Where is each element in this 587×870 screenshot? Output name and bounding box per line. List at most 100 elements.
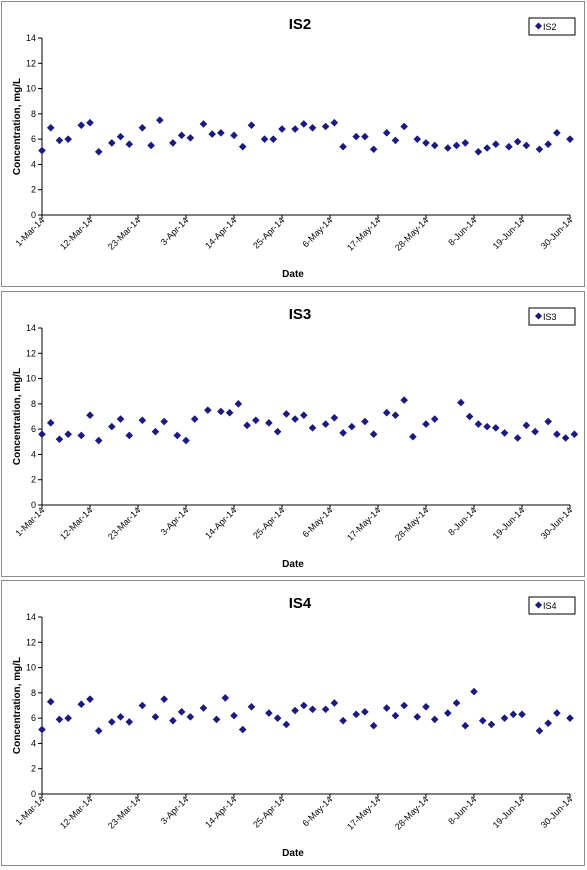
data-point	[156, 116, 164, 124]
data-point	[483, 144, 491, 152]
x-tick-label: 23-Mar-14	[106, 794, 142, 830]
data-point	[382, 129, 391, 137]
x-tick-label: 30-Jun-14	[539, 505, 575, 541]
y-axis-title: Concentration, mg/L	[12, 368, 23, 465]
x-tick-label: 28-May-14	[393, 505, 430, 542]
x-tick-label: 23-Mar-14	[106, 215, 142, 251]
data-point	[125, 718, 134, 726]
y-tick-label: 6	[31, 134, 36, 144]
data-point	[186, 713, 195, 721]
data-point	[444, 709, 452, 717]
data-point	[265, 709, 273, 717]
data-point	[86, 695, 94, 703]
x-tick-label: 19-Jun-14	[491, 794, 527, 830]
data-point	[553, 129, 561, 137]
data-point	[361, 417, 369, 426]
data-point	[282, 410, 291, 418]
x-tick-label: 17-May-14	[345, 505, 382, 542]
y-tick-label: 4	[31, 159, 36, 169]
data-point	[273, 714, 282, 722]
data-point	[430, 715, 439, 724]
data-point	[391, 411, 400, 420]
data-point	[308, 705, 317, 714]
data-point	[116, 415, 125, 423]
data-point	[330, 118, 339, 127]
y-tick-label: 2	[31, 475, 36, 485]
data-point	[382, 408, 391, 417]
data-point	[452, 141, 461, 150]
data-point	[64, 714, 72, 722]
data-point	[382, 704, 391, 712]
y-tick-label: 6	[31, 424, 36, 434]
chart-title: IS2	[289, 16, 312, 33]
x-tick-label: 8-Jun-14	[446, 505, 478, 537]
data-point	[77, 121, 86, 130]
data-point	[55, 136, 64, 145]
data-point	[46, 697, 55, 706]
y-axis-title: Concentration, mg/L	[12, 657, 23, 754]
data-point	[566, 135, 574, 143]
data-point	[234, 400, 243, 408]
data-point	[260, 135, 269, 143]
data-point	[570, 430, 579, 438]
legend-marker	[534, 601, 543, 609]
data-point	[505, 142, 513, 151]
data-point	[94, 147, 103, 156]
legend-box	[528, 596, 576, 615]
x-tick-label: 6-May-14	[300, 215, 334, 249]
chart-title: IS4	[289, 595, 312, 612]
chart-is4: IS4 IS4 0 2 4 6 8 10 12 14 1-Mar-14 12-Mar-14 23-Mar…	[12, 595, 576, 859]
data-point	[300, 701, 308, 710]
legend-marker	[534, 312, 543, 320]
x-tick-label: 14-Apr-14	[203, 505, 238, 540]
data-point	[204, 406, 212, 414]
data-point	[190, 415, 199, 423]
data-point	[182, 436, 190, 445]
data-point	[291, 706, 299, 715]
data-point	[169, 716, 177, 725]
x-tick-label: 12-Mar-14	[58, 794, 94, 830]
data-point	[247, 702, 256, 711]
data-point	[452, 699, 461, 707]
data-point	[321, 420, 330, 428]
x-tick-label: 12-Mar-14	[58, 505, 94, 541]
data-point	[361, 132, 369, 141]
data-point	[125, 140, 134, 148]
y-tick-label: 6	[31, 713, 36, 723]
data-point	[369, 721, 378, 730]
data-point	[352, 710, 360, 719]
data-point	[77, 700, 86, 709]
x-tick-label: 6-May-14	[300, 505, 334, 539]
data-point	[38, 146, 46, 155]
data-point	[64, 430, 72, 438]
data-point	[108, 139, 116, 147]
data-point	[339, 716, 347, 725]
data-point	[278, 125, 286, 133]
data-point	[409, 432, 417, 441]
data-point	[147, 141, 155, 150]
y-tick-label: 14	[26, 323, 36, 333]
data-point	[300, 120, 308, 128]
x-tick-label: 1-Mar-14	[14, 215, 47, 248]
x-tick-label: 8-Jun-14	[446, 794, 478, 826]
data-point	[108, 422, 116, 431]
chart-panel-is2: IS2 IS2 0 2 4 6 8 10 12 14 1-Mar-14 12-Mar-14 23-Mar…	[1, 1, 585, 287]
data-point	[308, 424, 317, 432]
x-tick-label: 6-May-14	[300, 794, 334, 828]
data-point	[553, 709, 561, 717]
data-point	[339, 142, 347, 151]
data-point	[108, 718, 116, 726]
x-tick-label: 8-Jun-14	[446, 215, 478, 247]
chart-panel-is4: IS4 IS4 0 2 4 6 8 10 12 14 1-Mar-14 12-Mar-14 23-Mar…	[1, 580, 585, 866]
data-point	[321, 122, 330, 131]
data-point	[369, 145, 378, 154]
data-point	[282, 720, 291, 729]
data-point	[77, 431, 86, 440]
y-tick-label: 12	[26, 637, 36, 647]
data-point	[422, 139, 430, 147]
data-point	[461, 139, 470, 147]
data-point	[199, 704, 208, 712]
data-point	[230, 131, 238, 140]
data-point	[391, 711, 400, 720]
data-point	[86, 118, 94, 127]
